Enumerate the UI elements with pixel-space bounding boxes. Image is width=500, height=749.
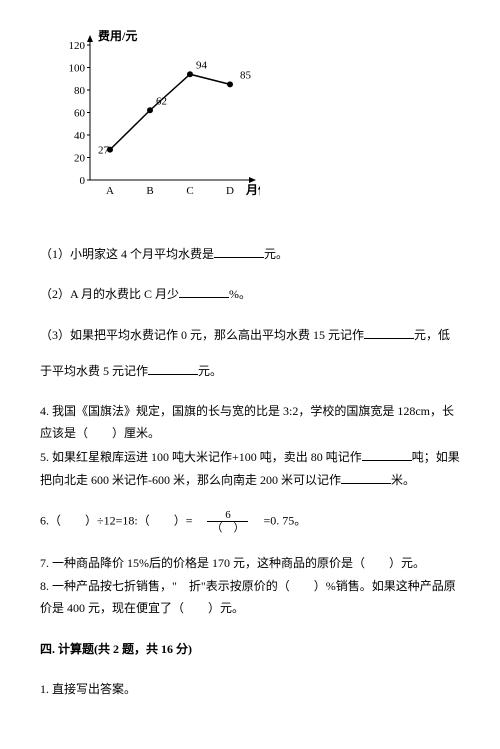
q6-text-b: =0. 75。: [251, 514, 306, 528]
q2-blank: [179, 283, 229, 298]
svg-text:62: 62: [156, 95, 167, 107]
section-4-title: 四. 计算题(共 2 题，共 16 分): [40, 639, 460, 661]
svg-text:60: 60: [74, 108, 86, 120]
water-fee-chart: 费用/元 0 20 40 60 80 100 120 A B C D 月份 27 62 94 85: [60, 30, 460, 218]
q3-text-c: 于平均水费 5 元记作: [40, 364, 148, 378]
q3-text-d: 元。: [198, 364, 222, 378]
q1-blank: [214, 243, 264, 258]
q3-blank-1: [364, 324, 414, 339]
calc-q1-text: 1. 直接写出答案。: [40, 682, 136, 696]
question-6: 6.（ ）÷12=18:（ ）= 6 （ ） =0. 75。: [40, 509, 460, 534]
question-5: 5. 如果红星粮库运进 100 吨大米记作+100 吨，卖出 80 吨记作吨；如…: [40, 446, 460, 491]
svg-text:27: 27: [98, 145, 110, 157]
q6-denominator: （ ）: [207, 522, 248, 534]
question-4: 4. 我国《国旗法》规定，国旗的长与宽的比是 3:2，学校的国旗宽是 128cm…: [40, 401, 460, 444]
svg-text:120: 120: [69, 40, 86, 52]
q5-text-a: 5. 如果红星粮库运进 100 吨大米记作+100 吨，卖出 80 吨记作: [40, 450, 362, 464]
question-2: （2）A 月的水费比 C 月少 %。: [40, 283, 460, 306]
q5-blank-1: [362, 446, 412, 461]
svg-text:月份: 月份: [245, 182, 260, 197]
question-7: 7. 一种商品降价 15%后的价格是 170 元，这种商品的原价是（ ）元。: [40, 553, 460, 575]
q2-text-a: （2）A 月的水费比 C 月少: [40, 287, 179, 301]
q2-text-b: %。: [229, 287, 251, 301]
q3-blank-2: [148, 360, 198, 375]
q3-text-b: 元，低: [414, 328, 450, 342]
svg-text:A: A: [106, 185, 114, 197]
question-1: （1）小明家这 4 个月平均水费是 元。: [40, 243, 460, 266]
q5-text-c: 米。: [391, 473, 415, 487]
svg-text:100: 100: [69, 63, 86, 75]
q4-text: 4. 我国《国旗法》规定，国旗的长与宽的比是 3:2，学校的国旗宽是 128cm…: [40, 404, 454, 440]
q3-text-a: （3）如果把平均水费记作 0 元，那么高出平均水费 15 元记作: [40, 328, 364, 342]
svg-text:B: B: [146, 185, 153, 197]
calc-question-1: 1. 直接写出答案。: [40, 679, 460, 701]
svg-text:0: 0: [80, 175, 86, 187]
svg-text:85: 85: [240, 69, 252, 81]
q6-fraction: 6 （ ）: [207, 509, 248, 534]
svg-text:20: 20: [74, 153, 86, 165]
svg-text:费用/元: 费用/元: [98, 30, 137, 43]
q6-text-a: 6.（ ）÷12=18:（ ）=: [40, 514, 204, 528]
svg-text:80: 80: [74, 85, 86, 97]
question-8: 8. 一种产品按七折销售，" 折"表示按原价的（ ）%销售。如果这种产品原价是 …: [40, 576, 460, 619]
q1-text-a: （1）小明家这 4 个月平均水费是: [40, 247, 214, 261]
question-3: （3）如果把平均水费记作 0 元，那么高出平均水费 15 元记作 元，低 于平均水…: [40, 324, 460, 383]
q6-numerator: 6: [207, 509, 248, 522]
svg-text:D: D: [226, 185, 234, 197]
q1-text-b: 元。: [264, 247, 288, 261]
svg-text:C: C: [186, 185, 193, 197]
q5-blank-2: [341, 469, 391, 484]
svg-text:94: 94: [196, 59, 208, 71]
q7-text: 7. 一种商品降价 15%后的价格是 170 元，这种商品的原价是（ ）元。: [40, 556, 425, 570]
q8-text: 8. 一种产品按七折销售，" 折"表示按原价的（ ）%销售。如果这种产品原价是 …: [40, 579, 456, 615]
svg-text:40: 40: [74, 130, 86, 142]
